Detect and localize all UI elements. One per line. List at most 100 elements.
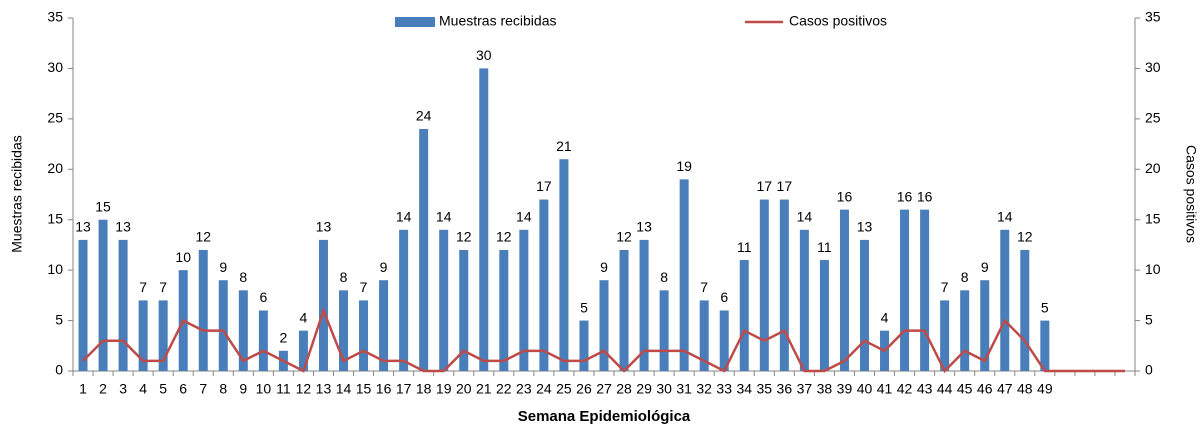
x-tick-label: 45 xyxy=(957,381,973,397)
x-tick-label: 34 xyxy=(736,381,752,397)
data-label: 14 xyxy=(436,209,452,225)
x-tick-label: 40 xyxy=(857,381,873,397)
line xyxy=(82,306,1125,374)
data-label: 8 xyxy=(961,269,969,285)
bar xyxy=(980,280,990,371)
data-label: 8 xyxy=(660,269,668,285)
bar xyxy=(960,290,970,371)
x-tick-label: 13 xyxy=(316,381,332,397)
bar xyxy=(158,300,168,371)
x-tick-label: 14 xyxy=(336,381,352,397)
data-label: 16 xyxy=(917,188,933,204)
data-label: 8 xyxy=(340,269,348,285)
y-tick-label: 35 xyxy=(47,9,63,25)
x-tick-label: 24 xyxy=(536,381,552,397)
data-label: 11 xyxy=(737,239,752,255)
x-tick-label: 25 xyxy=(556,381,572,397)
data-label: 17 xyxy=(536,178,552,194)
data-label: 12 xyxy=(616,229,632,245)
data-label: 12 xyxy=(496,229,512,245)
data-label: 13 xyxy=(115,219,131,235)
bar xyxy=(459,249,469,371)
bar xyxy=(1000,229,1010,371)
y2-tick-label: 35 xyxy=(1145,9,1161,25)
data-label: 24 xyxy=(416,108,432,124)
data-label: 19 xyxy=(676,158,692,174)
x-tick-label: 47 xyxy=(997,381,1013,397)
bar xyxy=(359,300,369,371)
y2-tick-label: 5 xyxy=(1145,311,1153,327)
x-tick-label: 43 xyxy=(917,381,933,397)
x-tick-label: 20 xyxy=(456,381,472,397)
bar xyxy=(1020,249,1030,371)
data-label: 30 xyxy=(476,47,492,63)
bar xyxy=(559,159,569,371)
bar xyxy=(238,290,248,371)
x-tick-label: 2 xyxy=(99,381,107,397)
legend-label: Casos positivos xyxy=(789,13,887,29)
bar xyxy=(679,179,689,371)
bar xyxy=(900,209,910,371)
bar xyxy=(920,209,930,371)
bar xyxy=(639,239,649,371)
data-label: 13 xyxy=(75,219,91,235)
data-label: 14 xyxy=(797,209,813,225)
bar xyxy=(399,229,409,371)
bar xyxy=(98,219,108,371)
data-label: 13 xyxy=(316,219,332,235)
data-label: 7 xyxy=(941,279,949,295)
data-label: 9 xyxy=(600,259,608,275)
data-label: 11 xyxy=(817,239,832,255)
data-label: 15 xyxy=(95,198,111,214)
bar xyxy=(339,290,349,371)
y2-tick-label: 10 xyxy=(1145,261,1161,277)
x-tick-label: 35 xyxy=(757,381,773,397)
bar xyxy=(419,128,429,371)
bar xyxy=(599,280,609,371)
x-tick-label: 32 xyxy=(696,381,712,397)
data-label: 4 xyxy=(881,309,889,325)
x-tick-label: 48 xyxy=(1017,381,1033,397)
x-tick-label: 8 xyxy=(219,381,227,397)
bar xyxy=(759,199,769,371)
x-tick-label: 39 xyxy=(837,381,853,397)
y2-tick-label: 30 xyxy=(1145,59,1161,75)
legend-label: Muestras recibidas xyxy=(439,13,557,29)
data-label: 6 xyxy=(720,289,728,305)
x-tick-label: 11 xyxy=(276,381,291,397)
x-tick-label: 30 xyxy=(656,381,672,397)
y2-tick-label: 25 xyxy=(1145,110,1161,126)
bar xyxy=(739,260,749,371)
y2-tick-label: 20 xyxy=(1145,160,1161,176)
bar xyxy=(519,229,529,371)
x-tick-label: 38 xyxy=(817,381,833,397)
data-label: 14 xyxy=(516,209,532,225)
y-tick-label: 10 xyxy=(47,261,63,277)
y-tick-label: 15 xyxy=(47,210,63,226)
bar xyxy=(198,249,208,371)
data-label: 16 xyxy=(897,188,913,204)
bar xyxy=(379,280,389,371)
bar xyxy=(318,239,328,371)
data-label: 12 xyxy=(195,229,211,245)
bar xyxy=(258,310,268,371)
x-tick-label: 23 xyxy=(516,381,532,397)
data-label: 12 xyxy=(1017,229,1033,245)
data-label: 12 xyxy=(456,229,472,245)
y-axis-title: Muestras recibidas xyxy=(9,135,25,253)
data-label: 5 xyxy=(580,299,588,315)
x-tick-label: 21 xyxy=(476,381,492,397)
bar xyxy=(940,300,950,371)
bar xyxy=(779,199,789,371)
x-tick-label: 1 xyxy=(79,381,87,397)
bar xyxy=(499,249,509,371)
bar xyxy=(859,239,869,371)
data-label: 13 xyxy=(636,219,652,235)
x-tick-label: 5 xyxy=(159,381,167,397)
data-label: 7 xyxy=(360,279,368,295)
bar xyxy=(1040,320,1050,371)
x-tick-label: 37 xyxy=(797,381,813,397)
y-tick-label: 0 xyxy=(55,362,63,378)
x-tick-label: 6 xyxy=(179,381,187,397)
x-tick-label: 16 xyxy=(376,381,392,397)
